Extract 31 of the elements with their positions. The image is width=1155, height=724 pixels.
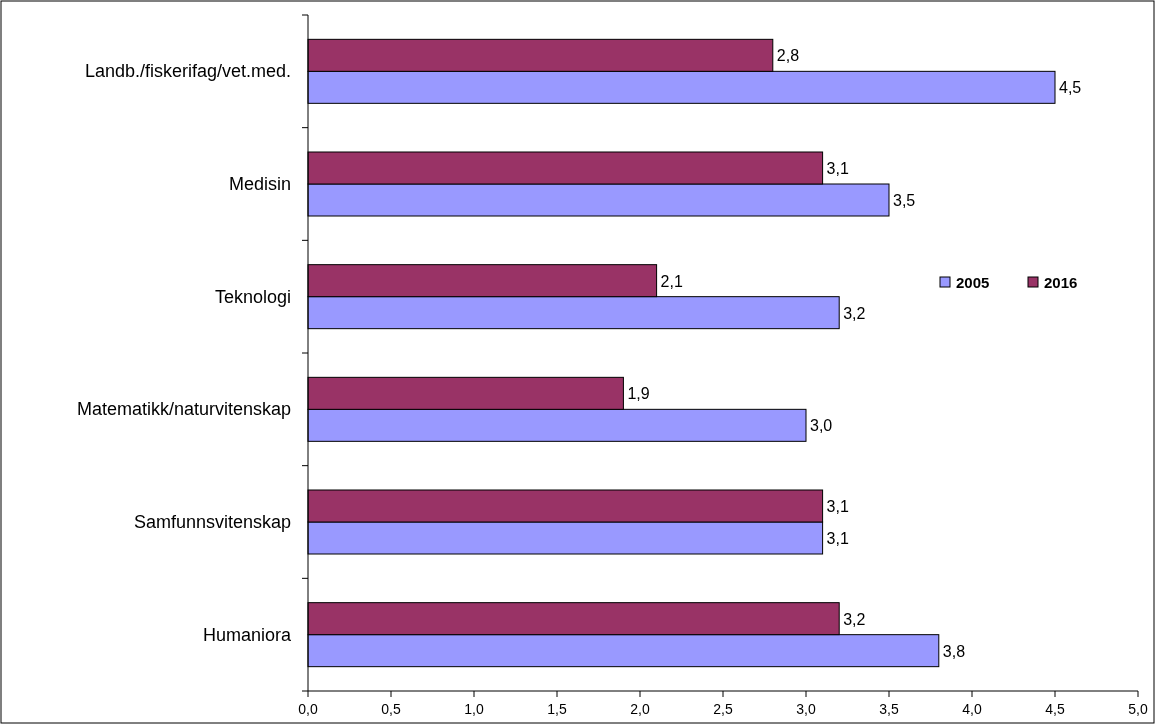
data-label: 3,1 [826, 498, 849, 515]
y-tick-label: Landb./fiskerifag/vet.med. [84, 61, 291, 82]
y-tick-label: Medisin [228, 174, 291, 194]
data-label: 4,5 [1059, 79, 1082, 97]
x-tick-label: 2,5 [713, 701, 733, 717]
data-label: 3,5 [893, 192, 916, 209]
x-tick-label: 3,5 [879, 701, 899, 717]
x-tick-label: 3,0 [796, 701, 816, 717]
x-tick-label: 1,0 [464, 701, 484, 717]
legend-label: 2016 [1044, 274, 1078, 291]
y-tick-label: Humaniora [202, 624, 292, 645]
data-label: 3,0 [810, 417, 833, 435]
data-label: 2,1 [660, 272, 683, 290]
data-label: 3,2 [843, 304, 866, 322]
data-label: 3,1 [826, 160, 849, 177]
y-tick-label: Teknologi [214, 286, 291, 307]
x-tick-label: 0,5 [381, 701, 401, 717]
x-tick-label: 4,0 [962, 701, 982, 717]
x-tick-label: 0,0 [298, 701, 318, 717]
x-tick-label: 5,0 [1128, 701, 1148, 717]
x-tick-label: 4,5 [1045, 701, 1065, 717]
y-tick-label: Samfunnsvitenskap [133, 512, 291, 532]
x-tick-label: 1,5 [547, 701, 567, 717]
data-label: 3,1 [826, 530, 849, 547]
data-label: 3,8 [942, 642, 966, 660]
legend-label: 2005 [956, 274, 990, 291]
data-label: 2,8 [776, 47, 800, 65]
x-tick-label: 2,0 [630, 701, 650, 717]
data-label: 1,9 [627, 385, 650, 403]
y-tick-label: Matematikk/naturvitenskap [76, 399, 291, 420]
data-label: 3,2 [843, 610, 866, 628]
